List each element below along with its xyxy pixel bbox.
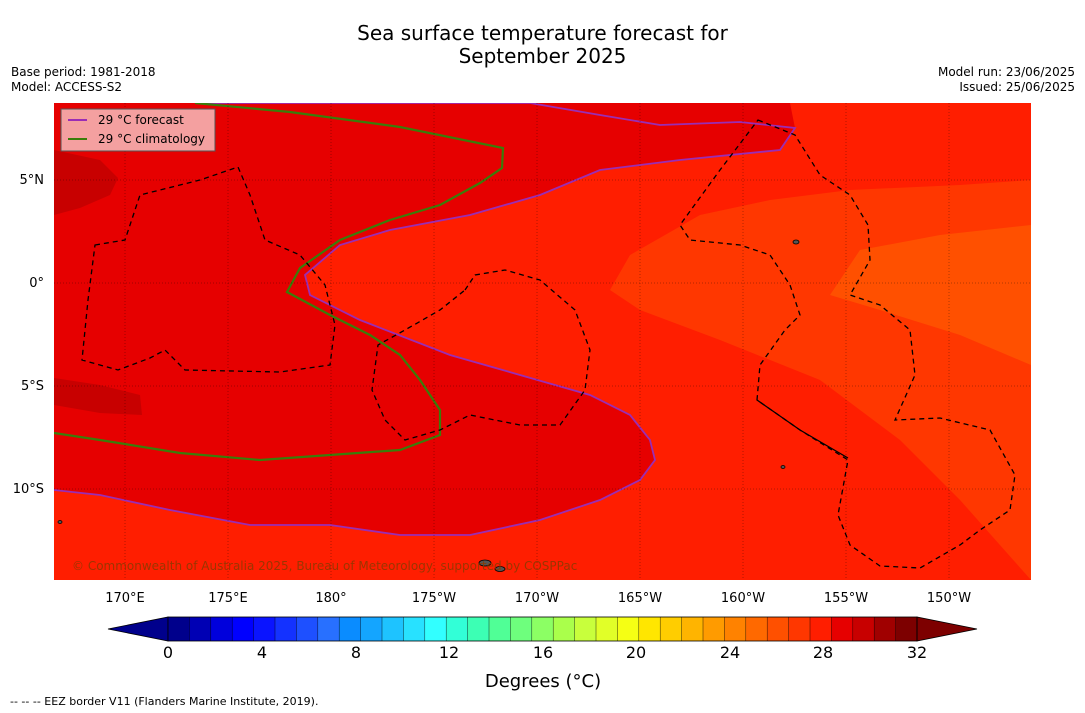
colorbar-swatch [681, 617, 704, 641]
colorbar-label: Degrees (°C) [485, 671, 601, 692]
colorbar-swatch [210, 617, 233, 641]
colorbar-swatch [895, 617, 918, 641]
lat-tick-0: 0° [29, 276, 44, 291]
eez-footnote: -- -- -- EEZ border V11 (Flanders Marine… [10, 695, 319, 708]
lon-tick-160w: 160°W [721, 591, 765, 606]
map-title-line2: September 2025 [458, 44, 627, 68]
eez-kiribati-line [679, 119, 1016, 569]
cb-tick-28: 28 [813, 643, 833, 662]
base-period: Base period: 1981-2018 [11, 65, 156, 79]
copyright-credit: © Commonwealth of Australia 2025, Bureau… [72, 559, 577, 573]
colorbar-swatch [189, 617, 212, 641]
colorbar-swatch [638, 617, 661, 641]
map-title-line1: Sea surface temperature forecast for [357, 21, 728, 45]
colorbar-swatch [360, 617, 383, 641]
colorbar-swatch [403, 617, 426, 641]
colorbar-swatch [232, 617, 254, 641]
cb-tick-32: 32 [907, 643, 927, 662]
colorbar-swatch [810, 617, 832, 641]
colorbar-max-extension [916, 616, 978, 642]
lon-tick-170e: 170°E [105, 591, 145, 606]
cb-tick-0: 0 [163, 643, 173, 662]
map-gridlines [54, 103, 1031, 580]
temperature-colorbar [107, 616, 978, 642]
colorbar-swatch [531, 617, 554, 641]
colorbar-swatch [317, 617, 340, 641]
colorbar-swatch [574, 617, 597, 641]
lon-tick-150w: 150°W [927, 591, 971, 606]
latitude-ticks: 5°N 0° 5°S 10°S [13, 173, 44, 497]
colorbar-swatch [767, 617, 789, 641]
colorbar-swatch [253, 617, 276, 641]
legend-forecast-label: 29 °C forecast [98, 113, 184, 127]
legend-climatology-label: 29 °C climatology [98, 132, 205, 146]
colorbar-min-extension [107, 616, 169, 642]
colorbar-swatch [874, 617, 896, 641]
colorbar-swatch [382, 617, 404, 641]
colorbar-swatch [724, 617, 747, 641]
colorbar-swatch [788, 617, 811, 641]
cb-tick-24: 24 [720, 643, 740, 662]
colorbar-swatch [831, 617, 854, 641]
colorbar-ticks: 0 4 8 12 16 20 24 28 32 [163, 643, 927, 662]
sst-field [54, 103, 1031, 580]
colorbar-swatch [446, 617, 468, 641]
islands [57, 239, 800, 572]
island-kiritimati [792, 239, 800, 245]
issued-date: Issued: 25/06/2025 [959, 80, 1075, 94]
colorbar-swatch [510, 617, 533, 641]
colorbar-swatch [339, 617, 361, 641]
lon-tick-170w: 170°W [515, 591, 559, 606]
colorbar-swatch [553, 617, 575, 641]
island-american-samoa [494, 566, 506, 572]
lon-tick-155w: 155°W [824, 591, 868, 606]
climatology-29c-contour [54, 103, 505, 462]
colorbar-swatch [703, 617, 725, 641]
colorbar-swatch [168, 617, 190, 641]
colorbar-swatch [617, 617, 640, 641]
colorbar-swatch [489, 617, 511, 641]
eez-tuvalu [81, 166, 336, 373]
colorbar-swatch [596, 617, 618, 641]
model-name: Model: ACCESS-S2 [11, 80, 123, 94]
cb-tick-4: 4 [257, 643, 267, 662]
colorbar-swatch [660, 617, 682, 641]
forecast-29c-contour [54, 103, 797, 536]
cb-tick-16: 16 [533, 643, 553, 662]
sst-26-27-region [830, 225, 1031, 365]
colorbar-swatch [424, 617, 447, 641]
cb-tick-20: 20 [626, 643, 646, 662]
lon-tick-175e: 175°E [208, 591, 248, 606]
model-run: Model run: 23/06/2025 [937, 65, 1075, 79]
island-small-2 [57, 520, 63, 524]
sst-30-31-patch-north [54, 150, 118, 215]
cb-tick-12: 12 [439, 643, 459, 662]
island-samoa [478, 559, 492, 567]
colorbar-swatch [852, 617, 875, 641]
lon-tick-175w: 175°W [412, 591, 456, 606]
colorbar-swatch [745, 617, 768, 641]
lat-tick-5s: 5°S [21, 379, 44, 394]
eez-border-solid-segment [756, 399, 849, 459]
colorbar-swatch [275, 617, 297, 641]
lon-tick-180: 180° [315, 591, 346, 606]
colorbar-swatch [296, 617, 319, 641]
island-small-1 [780, 465, 786, 469]
sst-30-31-patch-south [54, 378, 142, 415]
eez-borders [81, 119, 1016, 569]
lat-tick-10s: 10°S [13, 482, 44, 497]
colorbar-border [167, 616, 918, 642]
colorbar-swatch [467, 617, 490, 641]
sst-29-30-region [54, 103, 795, 535]
cb-tick-8: 8 [351, 643, 361, 662]
lat-tick-5n: 5°N [20, 173, 45, 188]
contour-legend: 29 °C forecast 29 °C climatology [60, 108, 216, 152]
longitude-ticks: 170°E 175°E 180° 175°W 170°W 165°W 160°W… [105, 591, 971, 606]
lon-tick-165w: 165°W [618, 591, 662, 606]
